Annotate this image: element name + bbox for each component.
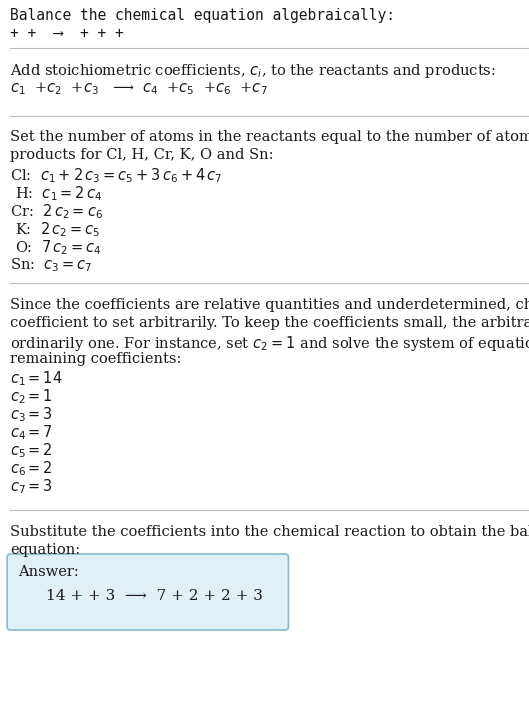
Text: Cl:  $c_1 + 2\,c_3 = c_5 + 3\,c_6 + 4\,c_7$: Cl: $c_1 + 2\,c_3 = c_5 + 3\,c_6 + 4\,c_…: [10, 166, 223, 185]
Text: $c_1$  +$c_2$  +$c_3$   ⟶  $c_4$  +$c_5$  +$c_6$  +$c_7$: $c_1$ +$c_2$ +$c_3$ ⟶ $c_4$ +$c_5$ +$c_6…: [10, 80, 268, 97]
Text: Set the number of atoms in the reactants equal to the number of atoms in the: Set the number of atoms in the reactants…: [10, 130, 529, 145]
Text: remaining coefficients:: remaining coefficients:: [10, 352, 181, 366]
Text: + +  ⟶  + + +: + + ⟶ + + +: [10, 26, 124, 41]
Text: H:  $c_1 = 2\,c_4$: H: $c_1 = 2\,c_4$: [15, 184, 103, 203]
Text: $c_3 = 3$: $c_3 = 3$: [10, 406, 53, 424]
Text: Add stoichiometric coefficients, $c_i$, to the reactants and products:: Add stoichiometric coefficients, $c_i$, …: [10, 62, 496, 80]
Text: 14 + + 3  ⟶  7 + 2 + 2 + 3: 14 + + 3 ⟶ 7 + 2 + 2 + 3: [46, 589, 263, 603]
Text: $c_2 = 1$: $c_2 = 1$: [10, 388, 53, 406]
Text: Cr:  $2\,c_2 = c_6$: Cr: $2\,c_2 = c_6$: [10, 202, 103, 221]
Text: O:  $7\,c_2 = c_4$: O: $7\,c_2 = c_4$: [15, 239, 102, 257]
Text: $c_6 = 2$: $c_6 = 2$: [10, 460, 53, 479]
FancyBboxPatch shape: [7, 554, 288, 630]
Text: $c_1 = 14$: $c_1 = 14$: [10, 369, 63, 388]
Text: Balance the chemical equation algebraically:: Balance the chemical equation algebraica…: [10, 8, 395, 23]
Text: K:  $2\,c_2 = c_5$: K: $2\,c_2 = c_5$: [15, 221, 101, 239]
Text: coefficient to set arbitrarily. To keep the coefficients small, the arbitrary va: coefficient to set arbitrarily. To keep …: [10, 316, 529, 330]
Text: equation:: equation:: [10, 542, 80, 557]
Text: Sn:  $c_3 = c_7$: Sn: $c_3 = c_7$: [10, 257, 93, 274]
Text: products for Cl, H, Cr, K, O and Sn:: products for Cl, H, Cr, K, O and Sn:: [10, 148, 273, 163]
Text: $c_5 = 2$: $c_5 = 2$: [10, 442, 53, 461]
Text: Answer:: Answer:: [19, 565, 79, 579]
Text: Since the coefficients are relative quantities and underdetermined, choose a: Since the coefficients are relative quan…: [10, 298, 529, 312]
Text: $c_7 = 3$: $c_7 = 3$: [10, 478, 53, 497]
Text: Substitute the coefficients into the chemical reaction to obtain the balanced: Substitute the coefficients into the che…: [10, 525, 529, 539]
Text: $c_4 = 7$: $c_4 = 7$: [10, 424, 53, 442]
Text: ordinarily one. For instance, set $c_2 = 1$ and solve the system of equations fo: ordinarily one. For instance, set $c_2 =…: [10, 334, 529, 353]
